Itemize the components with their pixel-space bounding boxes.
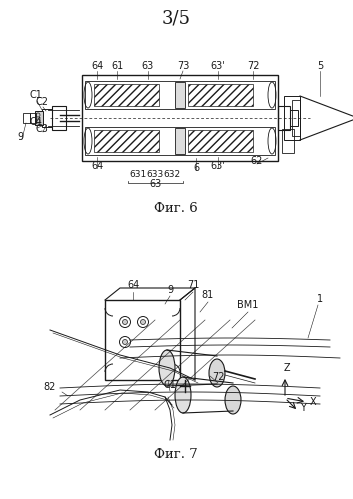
Ellipse shape (159, 350, 175, 386)
Text: 63: 63 (149, 179, 161, 189)
Bar (23, 113, 30, 123)
Bar (105, 300, 180, 380)
Text: 72: 72 (247, 61, 259, 71)
Bar (188, 84, 253, 106)
Text: 82: 82 (44, 382, 56, 392)
Text: 63: 63 (142, 61, 154, 71)
Text: 3/5: 3/5 (162, 9, 191, 27)
Text: X: X (310, 397, 317, 407)
Bar (290, 110, 298, 126)
Text: ВМ1: ВМ1 (237, 300, 259, 310)
Text: Фиг. 6: Фиг. 6 (154, 202, 198, 215)
Bar (85, 127, 275, 155)
Text: 632: 632 (163, 170, 181, 179)
Text: 64: 64 (91, 161, 103, 171)
Text: 1: 1 (317, 294, 323, 304)
Bar (94, 130, 159, 152)
Text: C1: C1 (29, 90, 42, 100)
Bar (175, 82, 185, 108)
Text: C3: C3 (35, 124, 48, 134)
Text: Фиг. 7: Фиг. 7 (154, 449, 198, 462)
Text: 64: 64 (91, 61, 103, 71)
Bar (284, 96, 300, 140)
Text: 6: 6 (193, 163, 199, 173)
Text: Y: Y (300, 403, 306, 413)
Bar (85, 81, 275, 109)
Ellipse shape (140, 319, 145, 324)
Text: C1: C1 (163, 380, 176, 390)
Text: C4: C4 (29, 117, 42, 127)
Bar (282, 129, 294, 153)
Bar (30, 113, 36, 123)
Text: 9: 9 (17, 132, 23, 142)
Text: 62: 62 (251, 156, 263, 166)
Text: 64: 64 (127, 280, 139, 290)
Text: 9: 9 (167, 285, 173, 295)
Text: 63': 63' (211, 161, 225, 171)
Ellipse shape (209, 359, 225, 387)
Bar (94, 84, 159, 106)
Bar (35, 111, 43, 125)
Bar (42, 109, 52, 127)
Ellipse shape (122, 319, 127, 324)
Bar (82, 75, 278, 161)
Bar (175, 128, 185, 154)
Text: 631: 631 (130, 170, 146, 179)
Text: Z: Z (284, 363, 290, 373)
Text: 71: 71 (187, 280, 199, 290)
Text: 73: 73 (177, 61, 189, 71)
Ellipse shape (122, 339, 127, 344)
Ellipse shape (225, 386, 241, 414)
Text: 72: 72 (212, 372, 224, 382)
Ellipse shape (175, 377, 191, 413)
Text: C2: C2 (35, 97, 48, 107)
Text: 633: 633 (146, 170, 164, 179)
Text: 5: 5 (317, 61, 323, 71)
Text: 81: 81 (202, 290, 214, 300)
Bar (188, 130, 253, 152)
Text: 61: 61 (111, 61, 123, 71)
Text: 63': 63' (211, 61, 225, 71)
Bar (52, 106, 66, 130)
Bar (278, 106, 290, 130)
Bar (292, 100, 300, 136)
